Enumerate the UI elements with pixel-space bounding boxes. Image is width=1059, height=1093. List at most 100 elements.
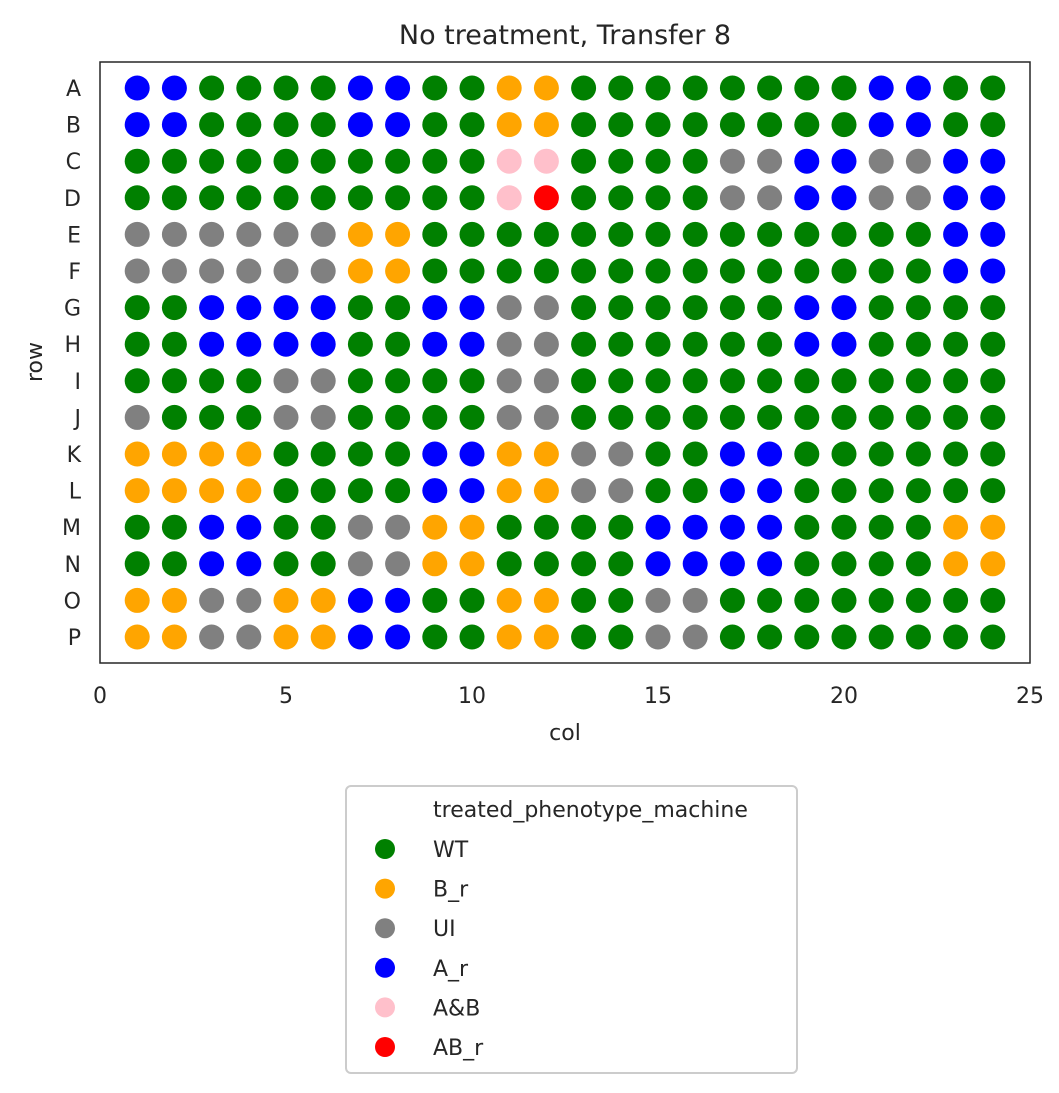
well-C16: [682, 148, 708, 174]
legend-marker: [375, 918, 395, 939]
well-H10: [459, 331, 485, 357]
well-G20: [831, 295, 857, 321]
well-G17: [719, 295, 745, 321]
well-K5: [273, 441, 299, 467]
data-points: [124, 75, 1006, 650]
well-O3: [199, 587, 225, 613]
well-L20: [831, 478, 857, 504]
well-L7: [347, 478, 373, 504]
well-K24: [980, 441, 1006, 467]
well-D11: [496, 185, 522, 211]
well-B19: [794, 112, 820, 138]
well-I6: [310, 368, 336, 394]
x-tick-label: 10: [458, 684, 486, 709]
well-N5: [273, 551, 299, 577]
well-L14: [608, 478, 634, 504]
well-A18: [757, 75, 783, 101]
well-N21: [868, 551, 894, 577]
well-A14: [608, 75, 634, 101]
well-O15: [645, 587, 671, 613]
well-M2: [161, 514, 187, 540]
well-L15: [645, 478, 671, 504]
well-B8: [385, 112, 411, 138]
well-A4: [236, 75, 262, 101]
x-axis-label: col: [549, 721, 581, 746]
well-N11: [496, 551, 522, 577]
well-J12: [533, 404, 559, 430]
well-E13: [571, 221, 597, 247]
well-P14: [608, 624, 634, 650]
well-N3: [199, 551, 225, 577]
well-E2: [161, 221, 187, 247]
well-G15: [645, 295, 671, 321]
well-C23: [943, 148, 969, 174]
well-I10: [459, 368, 485, 394]
well-O1: [124, 587, 150, 613]
well-C1: [124, 148, 150, 174]
well-K17: [719, 441, 745, 467]
well-P11: [496, 624, 522, 650]
well-J9: [422, 404, 448, 430]
well-A21: [868, 75, 894, 101]
well-N12: [533, 551, 559, 577]
well-K15: [645, 441, 671, 467]
well-P6: [310, 624, 336, 650]
legend-marker: [375, 997, 395, 1018]
well-K13: [571, 441, 597, 467]
well-K14: [608, 441, 634, 467]
well-B4: [236, 112, 262, 138]
well-F21: [868, 258, 894, 284]
well-G19: [794, 295, 820, 321]
y-axis-label: row: [23, 342, 48, 382]
well-E7: [347, 221, 373, 247]
well-D9: [422, 185, 448, 211]
well-N13: [571, 551, 597, 577]
well-J3: [199, 404, 225, 430]
well-K22: [905, 441, 931, 467]
well-E4: [236, 221, 262, 247]
well-H5: [273, 331, 299, 357]
well-I22: [905, 368, 931, 394]
y-tick-label: J: [73, 406, 82, 431]
well-G16: [682, 295, 708, 321]
well-H3: [199, 331, 225, 357]
well-H18: [757, 331, 783, 357]
well-K8: [385, 441, 411, 467]
y-tick-label: M: [62, 516, 81, 541]
well-M14: [608, 514, 634, 540]
well-F16: [682, 258, 708, 284]
well-O20: [831, 587, 857, 613]
well-D7: [347, 185, 373, 211]
well-C22: [905, 148, 931, 174]
well-K3: [199, 441, 225, 467]
well-B24: [980, 112, 1006, 138]
well-O2: [161, 587, 187, 613]
well-L4: [236, 478, 262, 504]
well-L11: [496, 478, 522, 504]
well-D5: [273, 185, 299, 211]
well-G5: [273, 295, 299, 321]
well-K20: [831, 441, 857, 467]
well-C20: [831, 148, 857, 174]
well-E23: [943, 221, 969, 247]
well-E10: [459, 221, 485, 247]
legend-title: treated_phenotype_machine: [433, 798, 748, 823]
y-tick-label: B: [66, 114, 81, 139]
well-O21: [868, 587, 894, 613]
legend-marker: [375, 1037, 395, 1057]
well-I8: [385, 368, 411, 394]
well-L23: [943, 478, 969, 504]
well-P7: [347, 624, 373, 650]
well-I12: [533, 368, 559, 394]
well-F17: [719, 258, 745, 284]
well-L6: [310, 478, 336, 504]
well-J24: [980, 404, 1006, 430]
well-D12: [533, 185, 559, 211]
well-I5: [273, 368, 299, 394]
well-J16: [682, 404, 708, 430]
well-H22: [905, 331, 931, 357]
well-G13: [571, 295, 597, 321]
well-N20: [831, 551, 857, 577]
well-E24: [980, 221, 1006, 247]
well-E12: [533, 221, 559, 247]
